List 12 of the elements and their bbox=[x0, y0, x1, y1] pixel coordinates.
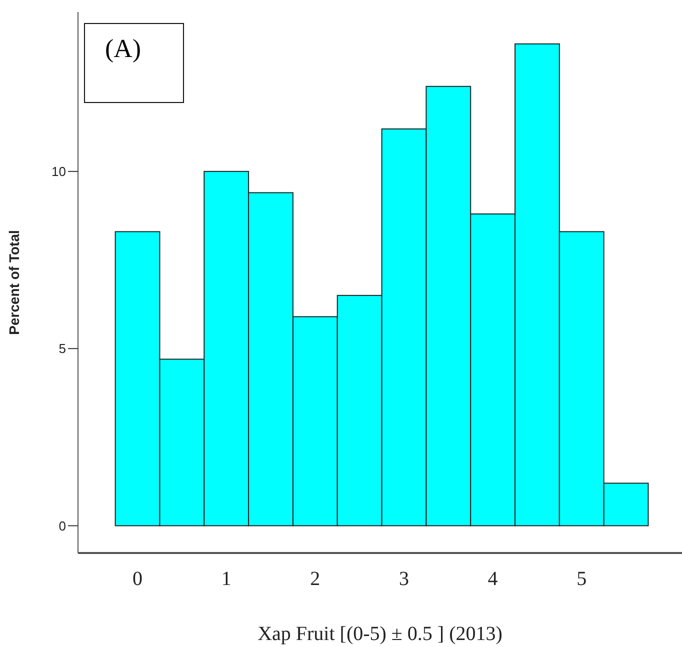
x-tick-label: 1 bbox=[221, 568, 232, 590]
x-tick-label: 2 bbox=[310, 568, 320, 590]
x-tick-label: 5 bbox=[576, 568, 587, 590]
y-tick-label: 0 bbox=[58, 518, 66, 534]
y-tick-label: 10 bbox=[52, 164, 66, 180]
x-tick-label: 4 bbox=[488, 568, 498, 590]
y-axis-title: Percent of Total bbox=[6, 230, 22, 335]
annotation: (A) bbox=[84, 23, 184, 103]
x-tick-label: 0 bbox=[132, 568, 143, 590]
x-tick-label: 3 bbox=[398, 568, 409, 590]
x-axis-title: Xap Fruit [(0-5) ± 0.5 ] (2013) bbox=[258, 623, 502, 645]
y-tick-label: 5 bbox=[58, 341, 66, 356]
